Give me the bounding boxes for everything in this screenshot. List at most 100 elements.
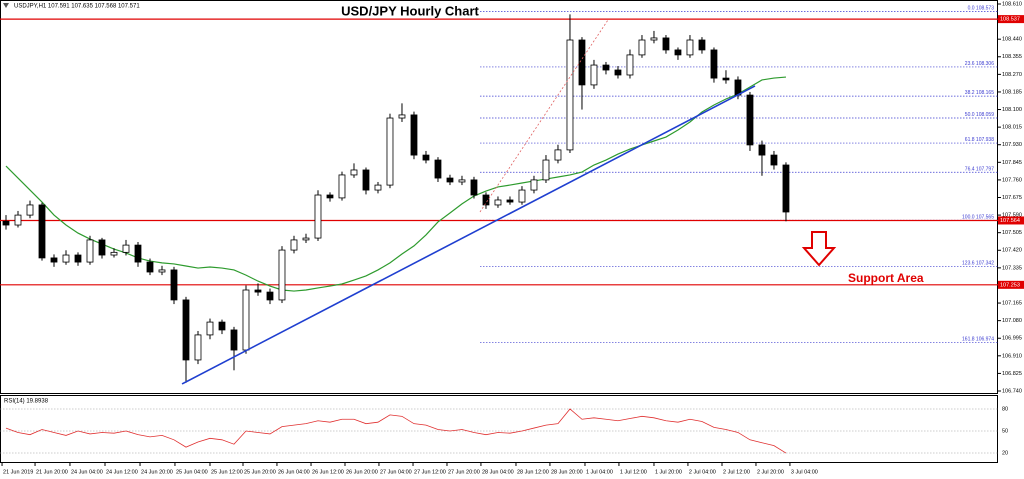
fib-level: 76.4 <box>965 167 975 173</box>
price-tag-label: 108.537 <box>1000 17 1020 23</box>
x-tick-label: 1 Jul 04:00 <box>586 469 613 475</box>
candle-body <box>530 179 538 191</box>
y-tick-label: 108.270 <box>1002 72 1022 78</box>
x-tick-label: 25 Jun 12:00 <box>211 469 243 475</box>
fib-value: 106.974 <box>976 337 994 343</box>
x-tick-label: 1 Jul 12:00 <box>620 469 647 475</box>
x-tick-label: 2 Jul 04:00 <box>689 469 716 475</box>
y-tick-label: 107.165 <box>1002 300 1022 306</box>
fib-value: 108.059 <box>976 112 994 118</box>
candle-body <box>170 269 178 301</box>
annotation: Support Area <box>848 271 924 285</box>
candle-body <box>158 269 166 273</box>
x-tick-label: 21 Jun 20:00 <box>36 469 68 475</box>
fib-value: 107.938 <box>976 137 994 143</box>
candle-body <box>326 194 334 199</box>
trendline <box>181 85 756 385</box>
candle-body <box>470 179 478 196</box>
fib-label: 100.0 107.565 <box>962 215 994 221</box>
candle-body <box>218 321 226 331</box>
fib-level: 23.6 <box>965 61 975 67</box>
fib-level: 161.8 <box>962 337 975 343</box>
rsi-line <box>5 408 787 454</box>
down-arrow <box>801 231 837 267</box>
fib-level: 61.8 <box>965 137 975 143</box>
x-tick-label: 28 Jun 20:00 <box>551 469 583 475</box>
fib-value: 108.306 <box>976 61 994 67</box>
x-tick-label: 2 Jul 12:00 <box>723 469 750 475</box>
x-tick-label: 27 Jun 04:00 <box>380 469 412 475</box>
chart-title: USD/JPY Hourly Chart <box>341 3 479 18</box>
fib-label: 23.6 108.306 <box>965 61 994 67</box>
candle-body <box>206 321 214 336</box>
candle-body <box>590 64 598 86</box>
x-tick-label: 25 Jun 20:00 <box>244 469 276 475</box>
candle-body <box>134 244 142 263</box>
candle-body <box>122 244 130 253</box>
x-tick-label: 26 Jun 12:00 <box>312 469 344 475</box>
y-tick-label: 107.505 <box>1002 230 1022 236</box>
price-tag-label: 107.564 <box>1000 218 1020 224</box>
symbol-icon <box>3 3 9 8</box>
candle-body <box>182 299 190 361</box>
x-tick-label: 26 Jun 20:00 <box>346 469 378 475</box>
x-tick-label: 26 Jun 04:00 <box>278 469 310 475</box>
y-tick-label: 107.845 <box>1002 160 1022 166</box>
candle-body <box>86 239 94 263</box>
y-tick-label: 107.930 <box>1002 142 1022 148</box>
candle-body <box>38 204 46 259</box>
x-tick-label: 28 Jun 04:00 <box>482 469 514 475</box>
y-tick-label: 107.080 <box>1002 318 1022 324</box>
fib-level: 38.2 <box>965 90 975 96</box>
x-tick-label: 21 Jun 2019 <box>3 469 33 475</box>
x-tick-label: 27 Jun 20:00 <box>448 469 480 475</box>
candle-body <box>458 179 466 183</box>
y-tick-label: 107.675 <box>1002 195 1022 201</box>
candle-body <box>266 291 274 301</box>
candle-body <box>386 117 394 186</box>
candle-body <box>518 189 526 203</box>
candle-body <box>482 194 490 206</box>
candle-body <box>662 37 670 51</box>
candle-body <box>50 257 58 263</box>
y-tick-label: 20 <box>1002 450 1008 456</box>
candle-body <box>770 154 778 166</box>
candle-body <box>302 237 310 241</box>
rsi-title: RSI(14) 19.8938 <box>4 399 49 405</box>
fib-level: 0.0 <box>968 6 975 12</box>
y-tick-label: 106.740 <box>1002 388 1022 394</box>
candle-body <box>602 64 610 71</box>
candle-body <box>758 144 766 156</box>
x-tick-label: 27 Jun 12:00 <box>414 469 446 475</box>
fib-label: 61.8 107.938 <box>965 137 994 143</box>
y-tick-label: 108.355 <box>1002 54 1022 60</box>
price-tag <box>998 15 1024 24</box>
candle-body <box>98 239 106 256</box>
candle-body <box>638 39 646 56</box>
y-tick-label: 80 <box>1002 406 1008 412</box>
candle-body <box>290 239 298 251</box>
candle-body <box>26 204 34 216</box>
candle-body <box>566 39 574 151</box>
candle-body <box>722 77 730 81</box>
candle-body <box>194 334 202 361</box>
candle-body <box>278 249 286 301</box>
fib-level: 123.6 <box>962 261 975 267</box>
candle-body <box>710 49 718 79</box>
fib-label: 161.8 106.974 <box>962 337 994 343</box>
candle-body <box>374 184 382 191</box>
y-tick-label: 106.995 <box>1002 336 1022 342</box>
candle-body <box>398 114 406 119</box>
fib-value: 107.565 <box>976 215 994 221</box>
trendline <box>479 19 609 213</box>
candle-body <box>314 194 322 239</box>
fib-value: 108.165 <box>976 90 994 96</box>
fib-label: 123.6 107.342 <box>962 261 994 267</box>
y-tick-label: 108.440 <box>1002 37 1022 43</box>
candle-body <box>626 54 634 76</box>
y-tick-label: 108.610 <box>1002 1 1022 7</box>
x-tick-label: 1 Jul 20:00 <box>655 469 682 475</box>
y-tick-label: 106.910 <box>1002 353 1022 359</box>
y-tick-label: 107.760 <box>1002 177 1022 183</box>
